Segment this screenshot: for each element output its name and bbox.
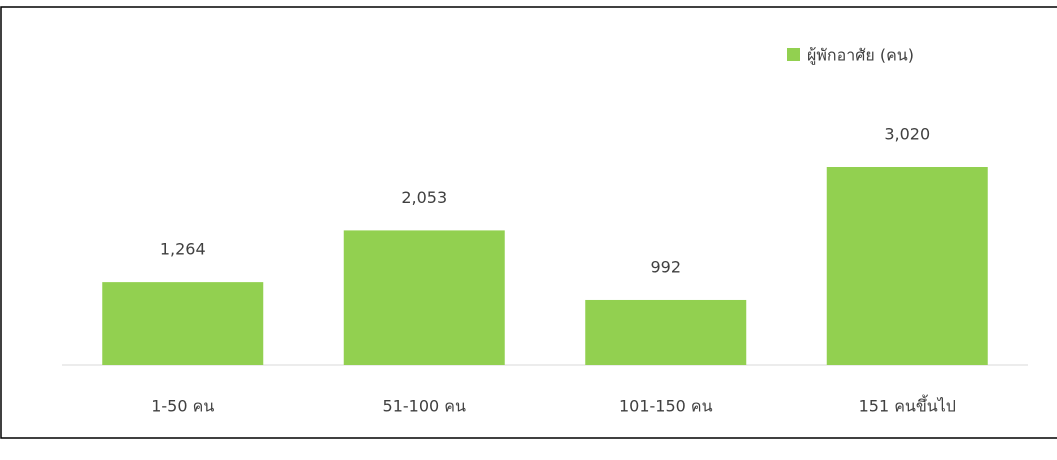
bar xyxy=(102,282,264,365)
bar xyxy=(826,167,988,365)
x-tick-label: 101-150 คน xyxy=(619,397,713,416)
data-label: 992 xyxy=(650,257,681,276)
legend-label: ผู้พักอาศัย (คน) xyxy=(807,46,914,66)
legend-swatch xyxy=(787,48,800,61)
data-label: 2,053 xyxy=(401,188,447,207)
bar xyxy=(343,230,505,365)
x-tick-label: 51-100 คน xyxy=(383,397,466,416)
data-label: 3,020 xyxy=(884,125,930,144)
x-tick-label: 151 คนขึ้นไป xyxy=(859,395,956,416)
data-label: 1,264 xyxy=(160,240,206,259)
x-tick-label: 1-50 คน xyxy=(151,397,214,416)
bar xyxy=(585,299,747,365)
